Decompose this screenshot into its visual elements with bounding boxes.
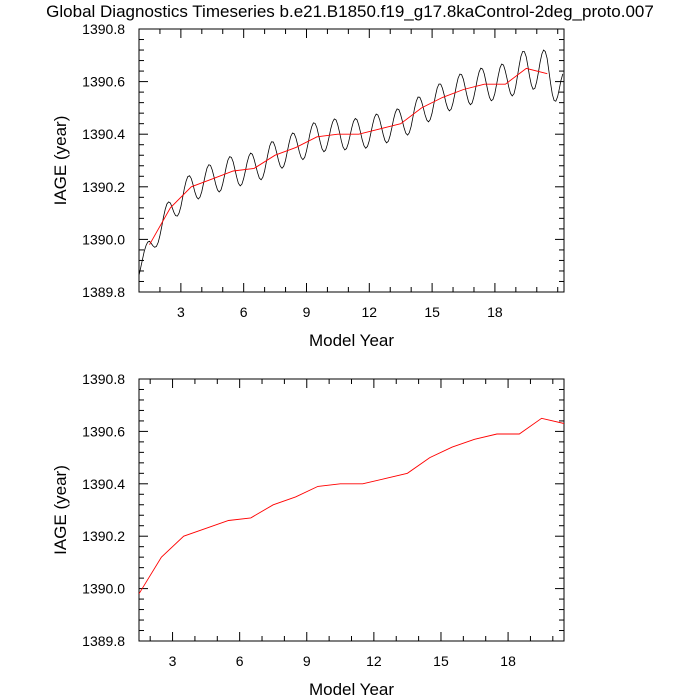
y-axis-title: IAGE (year) — [51, 116, 70, 206]
page-title: Global Diagnostics Timeseries b.e21.B185… — [46, 2, 654, 21]
x-tick-label: 15 — [433, 653, 449, 669]
plot-frame — [138, 28, 565, 293]
annual-series-line — [149, 67, 548, 245]
y-tick-label: 1390.4 — [82, 126, 125, 142]
y-tick-label: 1390.2 — [82, 528, 125, 544]
y-tick-label: 1390.2 — [82, 179, 125, 195]
y-tick-label: 1389.8 — [82, 284, 125, 300]
x-tick-label: 18 — [500, 653, 516, 669]
y-tick-label: 1390.8 — [82, 371, 125, 387]
x-axis-title: Model Year — [309, 331, 394, 350]
monthly-series-line — [139, 49, 564, 276]
x-tick-label: 9 — [303, 653, 311, 669]
x-axis-title: Model Year — [309, 680, 394, 699]
y-tick-label: 1390.6 — [82, 74, 125, 90]
x-tick-label: 12 — [366, 653, 382, 669]
y-tick-label: 1390.8 — [82, 21, 125, 37]
plot-frame — [138, 378, 565, 642]
y-tick-label: 1390.0 — [82, 231, 125, 247]
y-tick-label: 1390.4 — [82, 476, 125, 492]
top-panel: 3 6 9 12 15 18 1389.8 1390.0 1390.2 1390.4 1390.6 1… — [51, 21, 565, 350]
y-axis-title: IAGE (year) — [51, 465, 70, 555]
y-tick-label: 1389.8 — [82, 633, 125, 649]
y-tick-label: 1390.0 — [82, 581, 125, 597]
x-tick-label: 18 — [487, 304, 503, 320]
x-tick-label: 3 — [169, 653, 177, 669]
annual-series-line — [139, 417, 564, 595]
bottom-panel: 3 6 9 12 15 18 1389.8 1390.0 1390.2 1390.4 1390.6 1… — [51, 371, 565, 699]
x-tick-label: 6 — [236, 653, 244, 669]
x-tick-label: 9 — [303, 304, 311, 320]
x-tick-label: 15 — [424, 304, 440, 320]
x-tick-label: 6 — [240, 304, 248, 320]
y-tick-label: 1390.6 — [82, 423, 125, 439]
x-tick-label: 3 — [177, 304, 185, 320]
x-tick-label: 12 — [362, 304, 378, 320]
